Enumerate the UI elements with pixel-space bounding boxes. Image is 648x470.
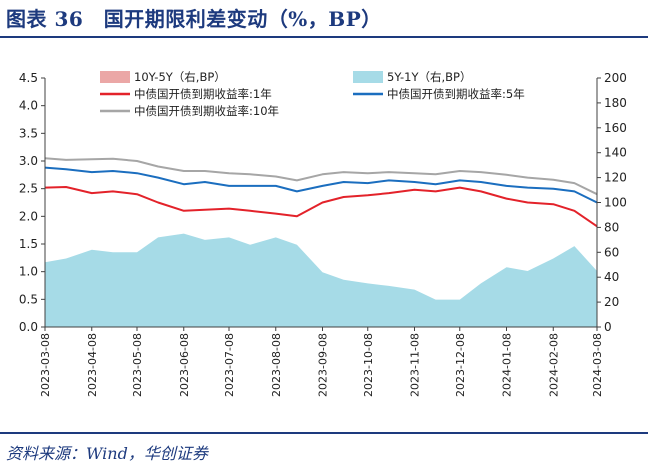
x-tick-label: 2023-03-08 xyxy=(39,333,52,397)
left-tick-label: 2.0 xyxy=(19,209,38,223)
x-tick-label: 2024-02-08 xyxy=(547,333,560,397)
x-tick-label: 2023-12-08 xyxy=(454,333,467,397)
legend-swatch xyxy=(100,71,130,83)
right-tick-label: 60 xyxy=(604,245,619,259)
area-4 xyxy=(45,233,597,327)
x-tick-label: 2024-01-08 xyxy=(501,333,514,397)
right-tick-label: 80 xyxy=(604,220,619,234)
x-tick-label: 2023-11-08 xyxy=(409,333,422,397)
axes: 0.0 0.5 1.0 1.5 2.0 2.5 3.0 3.5 4.0 4.5 0 20 40 60 80 1… xyxy=(19,71,627,397)
legend: 10Y-5Y（右,BP） 5Y-1Y（右,BP）中债国开债到期收益率:1年 中债国开… xyxy=(100,70,525,118)
left-tick-label: 4.5 xyxy=(19,71,38,85)
legend-label: 中债国开债到期收益率:1年 xyxy=(134,87,272,101)
right-tick-label: 140 xyxy=(604,146,627,160)
left-tick-label: 0.5 xyxy=(19,292,38,306)
right-tick-label: 20 xyxy=(604,295,619,309)
right-tick-label: 160 xyxy=(604,121,627,135)
line-0 xyxy=(44,186,598,228)
left-tick-label: 1.5 xyxy=(19,237,38,251)
legend-swatch xyxy=(353,71,383,83)
line-2 xyxy=(44,157,598,196)
x-tick-label: 2023-08-08 xyxy=(270,333,283,397)
left-tick-label: 4.0 xyxy=(19,99,38,113)
x-tick-label: 2024-03-08 xyxy=(591,333,604,397)
line-1 xyxy=(44,166,598,204)
legend-label: 中债国开债到期收益率:5年 xyxy=(387,87,525,101)
line-series xyxy=(44,157,598,228)
right-tick-label: 40 xyxy=(604,270,619,284)
left-tick-label: 3.5 xyxy=(19,126,38,140)
legend-label: 10Y-5Y（右,BP） xyxy=(134,70,226,84)
right-tick-label: 200 xyxy=(604,71,627,85)
x-tick-label: 2023-05-08 xyxy=(131,333,144,397)
right-tick-label: 120 xyxy=(604,171,627,185)
left-tick-label: 3.0 xyxy=(19,154,38,168)
legend-label: 5Y-1Y（右,BP） xyxy=(387,70,471,84)
x-tick-label: 2023-04-08 xyxy=(86,333,99,397)
left-tick-label: 2.5 xyxy=(19,182,38,196)
footer-rule xyxy=(0,432,648,434)
legend-label: 中债国开债到期收益率:10年 xyxy=(134,104,279,118)
area-series xyxy=(45,233,597,327)
x-tick-label: 2023-09-08 xyxy=(317,333,330,397)
right-tick-label: 180 xyxy=(604,96,627,110)
source-note: 资料来源：Wind，华创证券 xyxy=(6,444,208,463)
x-tick-label: 2023-10-08 xyxy=(362,333,375,397)
title-rule xyxy=(0,36,648,38)
left-tick-label: 0.0 xyxy=(19,320,38,334)
right-tick-label: 0 xyxy=(604,320,612,334)
left-tick-label: 1.0 xyxy=(19,265,38,279)
right-tick-label: 100 xyxy=(604,196,627,210)
chart: 0.0 0.5 1.0 1.5 2.0 2.5 3.0 3.5 4.0 4.5 0 20 40 60 80 1… xyxy=(19,70,627,397)
x-tick-label: 2023-06-08 xyxy=(178,333,191,397)
x-tick-label: 2023-07-08 xyxy=(223,333,236,397)
figure-title: 图表 36 国开期限利差变动（%，BP） xyxy=(6,7,382,31)
